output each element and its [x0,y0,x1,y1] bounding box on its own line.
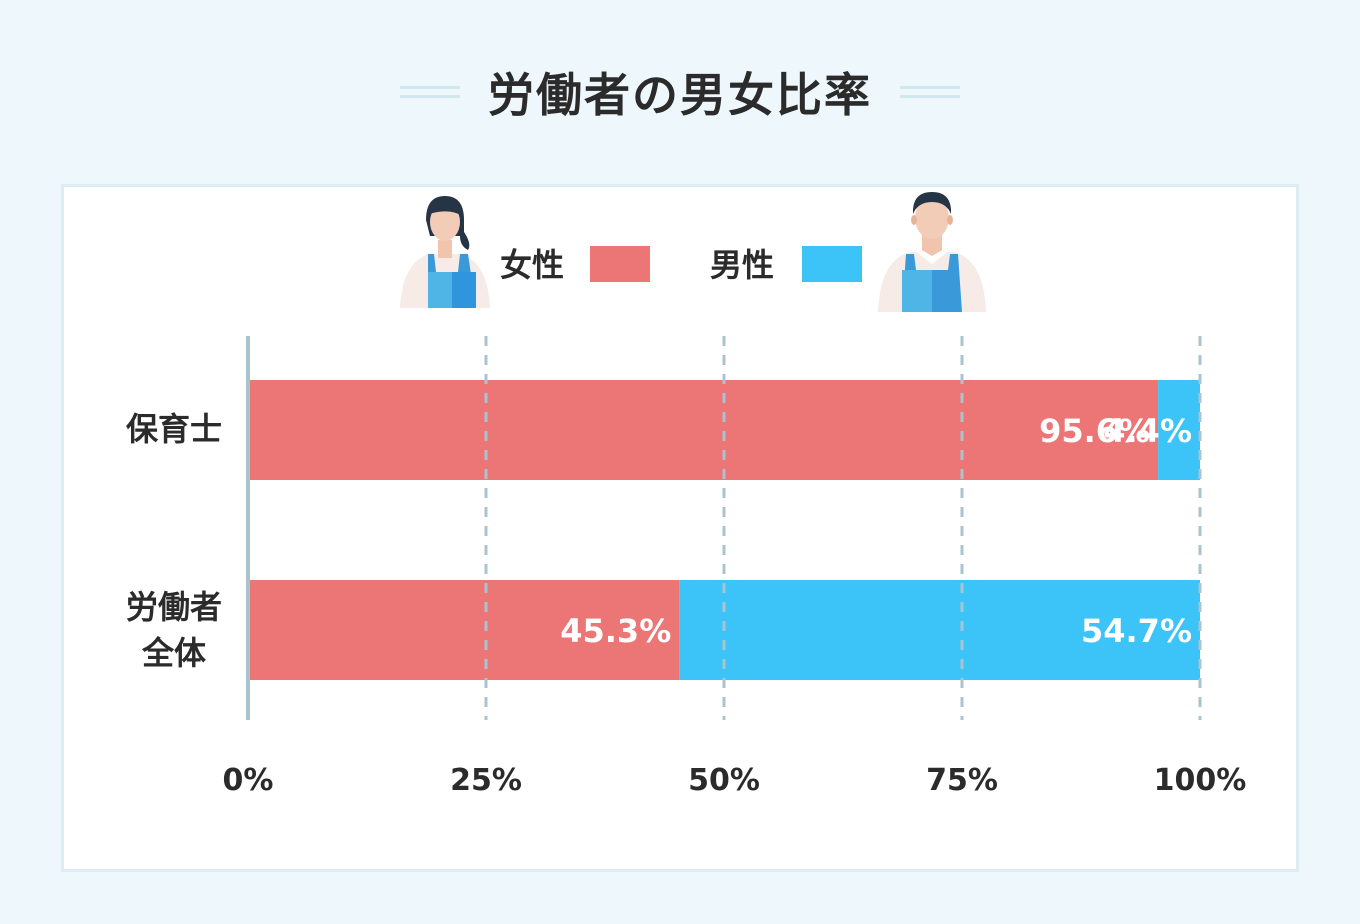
value-label-1-0: 45.3% [560,612,671,650]
female-worker-icon [400,196,490,308]
bar-0-series-1 [1158,380,1200,480]
legend-swatch-male [802,246,862,282]
category-label-0: 保育士 [104,406,244,452]
x-tick-label-4: 100% [1154,763,1247,798]
legend-label-female: 女性 [500,246,565,284]
value-label-0-1: 4.4% [1103,412,1192,450]
male-worker-icon [878,192,986,312]
bar-1-series-1 [679,580,1200,680]
legend-label-male: 男性 [710,246,775,284]
title-decoration-left [400,83,460,101]
x-tick-label-0: 0% [223,763,274,798]
x-tick-label-3: 75% [926,763,998,798]
x-tick-label-1: 25% [450,763,522,798]
page-title: 労働者の男女比率 [488,68,872,122]
category-label-1-line-1: 全体 [141,634,206,672]
chart-panel [61,184,1299,872]
category-label-1: 労働者 全体 [104,584,244,676]
value-label-1-1: 54.7% [1081,612,1192,650]
legend-swatch-female [590,246,650,282]
x-tick-label-2: 50% [688,763,760,798]
bar-0-series-0 [248,380,1159,480]
title-area: 労働者の男女比率 [0,52,1360,132]
title-decoration-right [900,83,960,101]
category-label-1-line-0: 労働者 [125,588,222,626]
category-label-0-line-0: 保育士 [125,410,222,448]
bar-1-series-0 [248,580,680,680]
value-label-0-0: 95.6% [1039,412,1150,450]
